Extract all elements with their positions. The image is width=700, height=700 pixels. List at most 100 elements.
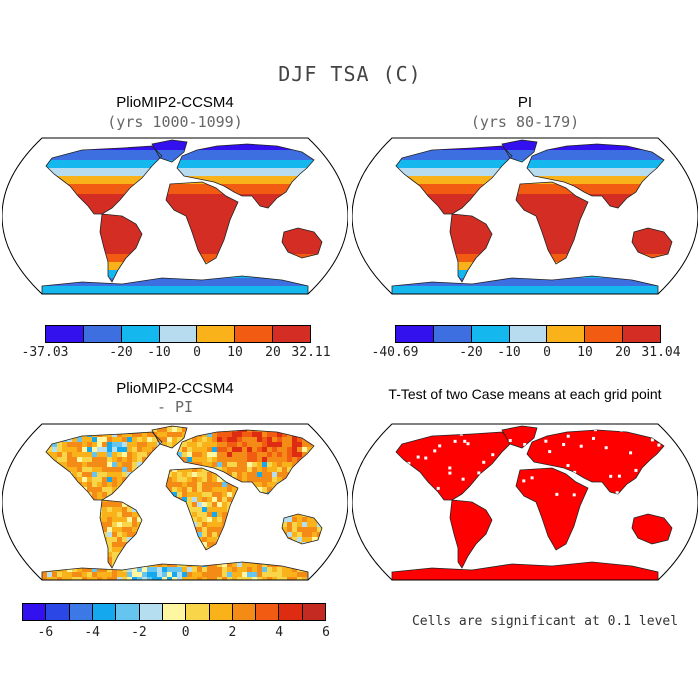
map-panel-plio — [2, 137, 348, 295]
temperature-band — [392, 160, 672, 168]
coastline-greenland — [151, 139, 188, 163]
temperature-band — [42, 168, 322, 176]
panel-3-subtitle: - PI — [156, 398, 194, 416]
colorbar-swatch — [471, 326, 510, 342]
colorbar-tick-label: 20 — [265, 345, 281, 360]
significance-footnote: Cells are significant at 0.1 level — [411, 614, 679, 629]
colorbar-swatch — [623, 326, 661, 342]
temperature-band — [392, 176, 672, 184]
panel-2-subtitle: (yrs 80-179) — [470, 113, 580, 131]
map-frame — [2, 137, 348, 295]
colorbar-tick-label: -40.69 — [371, 345, 419, 360]
colorbar-swatch — [23, 604, 47, 620]
temperature-band — [392, 168, 672, 176]
panel-1-subtitle: (yrs 1000-1099) — [107, 113, 243, 131]
colorbar-plio-labels: -37.03 -20 -10 0 10 20 32.11 — [22, 345, 331, 361]
colorbar-swatch — [279, 604, 303, 620]
coastline-antarctica — [391, 275, 659, 294]
colorbar-tick-label: -4 — [84, 625, 100, 640]
colorbar-swatch — [235, 326, 274, 342]
colorbar-swatch — [121, 326, 160, 342]
coastline-namerica — [395, 145, 513, 215]
temperature-band — [392, 262, 672, 270]
temperature-band — [42, 194, 322, 254]
figure-title: DJF TSA (C) — [278, 62, 422, 86]
colorbar-tick-label: 0 — [193, 345, 201, 360]
coastline-namerica — [45, 145, 163, 215]
colorbar-swatch — [46, 604, 70, 620]
colorbar-swatch — [273, 326, 311, 342]
coastline-eurasia — [176, 429, 315, 495]
colorbar-swatch — [256, 604, 280, 620]
temperature-band — [42, 270, 322, 278]
coastline-eurasia — [176, 143, 315, 209]
significant-region-antarctica — [391, 561, 659, 580]
colorbar-tick-label: 10 — [577, 345, 593, 360]
significant-region-greenland — [501, 425, 538, 449]
coastline-samerica — [99, 499, 143, 569]
colorbar-tick-label: -20 — [109, 345, 133, 360]
significant-region-namerica — [395, 431, 513, 501]
panel-3-title: PlioMIP2-CCSM4 — [116, 380, 234, 397]
colorbar-tick-label: 4 — [275, 625, 284, 640]
temperature-band — [42, 160, 322, 168]
temperature-band — [392, 270, 672, 278]
map-frame — [352, 137, 698, 295]
coastline-greenland — [151, 425, 188, 449]
colorbar-swatch — [83, 326, 122, 342]
colorbar-swatch — [92, 604, 117, 620]
colorbar-tick-label: 32.11 — [291, 345, 331, 360]
panel-1-title: PlioMIP2-CCSM4 — [116, 94, 234, 111]
colorbar-tick-label: -6 — [37, 625, 54, 640]
temperature-band — [392, 286, 672, 294]
colorbar-tick-label: 0 — [181, 625, 190, 640]
colorbar-diff-labels: -6 -4 -2 0 2 4 6 — [22, 625, 330, 641]
colorbar-swatch — [302, 604, 326, 620]
colorbar-tick-label: -37.03 — [21, 345, 69, 360]
temperature-band — [42, 140, 322, 150]
colorbar-tick-label: -10 — [147, 345, 171, 360]
panel-2-title: PI — [517, 94, 533, 111]
colorbar-swatch — [159, 326, 198, 342]
colorbar-swatch — [585, 326, 624, 342]
colorbar-swatch — [69, 604, 93, 620]
colorbar-swatch — [116, 604, 140, 620]
colorbar-tick-label: 6 — [322, 625, 330, 640]
colorbar-swatch — [433, 326, 472, 342]
significant-region-eurasia — [526, 429, 665, 495]
coastline-africa — [165, 467, 239, 551]
colorbar-tick-label: -20 — [459, 345, 483, 360]
map-frame — [2, 423, 348, 581]
colorbar-swatch — [547, 326, 586, 342]
colorbar-tick-label: 20 — [615, 345, 631, 360]
coastline-australia — [631, 227, 673, 259]
coastline-antarctica — [41, 561, 309, 580]
temperature-band — [392, 278, 672, 286]
map-frame — [352, 423, 698, 581]
coastline-namerica — [45, 431, 163, 501]
temperature-band — [42, 150, 322, 160]
coastline-greenland — [501, 139, 538, 163]
colorbar-tick-label: 2 — [228, 625, 237, 640]
coastline-eurasia — [526, 143, 665, 209]
temperature-band — [392, 184, 672, 194]
colorbar-swatch — [139, 604, 163, 620]
coastline-africa — [515, 181, 589, 265]
colorbar-swatch — [509, 326, 548, 342]
colorbar-swatch — [209, 604, 233, 620]
map-panel-diff — [2, 423, 348, 581]
temperature-band — [42, 176, 322, 184]
coastline-africa — [165, 181, 239, 265]
colorbar-tick-label: -2 — [131, 625, 147, 640]
colorbar-diff — [22, 603, 326, 621]
colorbar-tick-label: 10 — [227, 345, 243, 360]
coastline-samerica — [449, 213, 493, 283]
colorbar-swatch — [162, 604, 187, 620]
significant-region-samerica — [449, 499, 493, 569]
colorbar-swatch — [396, 326, 434, 342]
map-panel-pi — [352, 137, 698, 295]
coastline-australia — [281, 513, 323, 545]
temperature-band — [42, 184, 322, 194]
coastline-samerica — [99, 213, 143, 283]
temperature-band — [392, 194, 672, 254]
